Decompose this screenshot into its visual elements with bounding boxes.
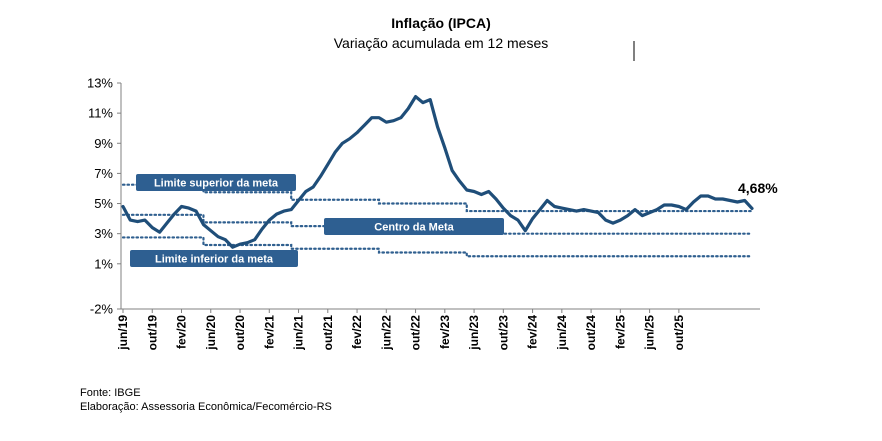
x-tick-label: fev/22 <box>350 315 364 349</box>
x-tick-label: out/23 <box>496 315 510 351</box>
label-lower-text: Limite inferior da meta <box>155 254 274 266</box>
y-tick-label: 9% <box>94 136 113 151</box>
x-tick-label: fev/21 <box>262 315 276 349</box>
label-upper-text: Limite superior da meta <box>154 178 279 190</box>
target-line-0 <box>121 183 754 213</box>
x-tick-label: fev/24 <box>526 315 540 349</box>
x-tick-label: out/24 <box>584 315 598 351</box>
chart-title: Inflação (IPCA) <box>391 15 491 31</box>
elaboration-note: Elaboração: Assessoria Econômica/Fecomér… <box>80 401 332 413</box>
x-tick-label: jun/19 <box>116 315 130 351</box>
label-center-text: Centro da Meta <box>374 222 454 234</box>
end-value-label: 4,68% <box>738 180 778 196</box>
y-axis-ticks: -2% 1% 3% 5% 7% 9% 11% 13% <box>87 76 121 317</box>
x-tick-label: jun/23 <box>467 315 481 351</box>
label-box-lower-bg <box>130 250 298 267</box>
x-tick-label: out/22 <box>409 315 423 351</box>
y-tick-label: 3% <box>94 226 113 241</box>
x-tick-label: fev/20 <box>175 315 189 349</box>
source-note: Fonte: IBGE <box>80 387 141 399</box>
axes <box>120 83 760 310</box>
label-box-center-bg <box>324 218 504 235</box>
y-tick-label: 13% <box>87 76 113 91</box>
x-tick-label: out/19 <box>145 315 159 351</box>
y-tick-label: 11% <box>88 106 113 121</box>
y-tick-label: -2% <box>90 302 114 317</box>
x-axis-ticks: jun/19 out/19 fev/20 jun/20 out/20 fev/21 jun/… <box>116 309 686 351</box>
x-tick-label: fev/23 <box>438 315 452 349</box>
x-tick-label: jun/22 <box>379 315 393 351</box>
x-tick-label: jun/20 <box>204 315 218 351</box>
x-tick-label: jun/21 <box>292 315 306 351</box>
y-tick-label: 1% <box>94 256 113 271</box>
label-box-upper-bg <box>136 174 296 191</box>
y-tick-label: 5% <box>94 196 113 211</box>
x-tick-label: out/21 <box>321 315 335 351</box>
x-tick-label: jun/24 <box>555 315 569 351</box>
target-line-2 <box>121 236 754 258</box>
label-box-upper: Limite superior da meta <box>136 174 296 191</box>
x-tick-label: jun/25 <box>643 315 657 351</box>
y-tick-label: 7% <box>94 166 113 181</box>
x-tick-label: out/25 <box>672 315 686 351</box>
label-box-lower: Limite inferior da meta <box>130 250 298 267</box>
label-box-center: Centro da Meta <box>324 218 504 235</box>
chart-subtitle: Variação acumulada em 12 meses <box>334 35 549 51</box>
ipca-series-line <box>121 94 754 249</box>
x-tick-label: fev/25 <box>613 315 627 349</box>
x-tick-label: out/20 <box>233 315 247 351</box>
series-group <box>121 94 754 249</box>
